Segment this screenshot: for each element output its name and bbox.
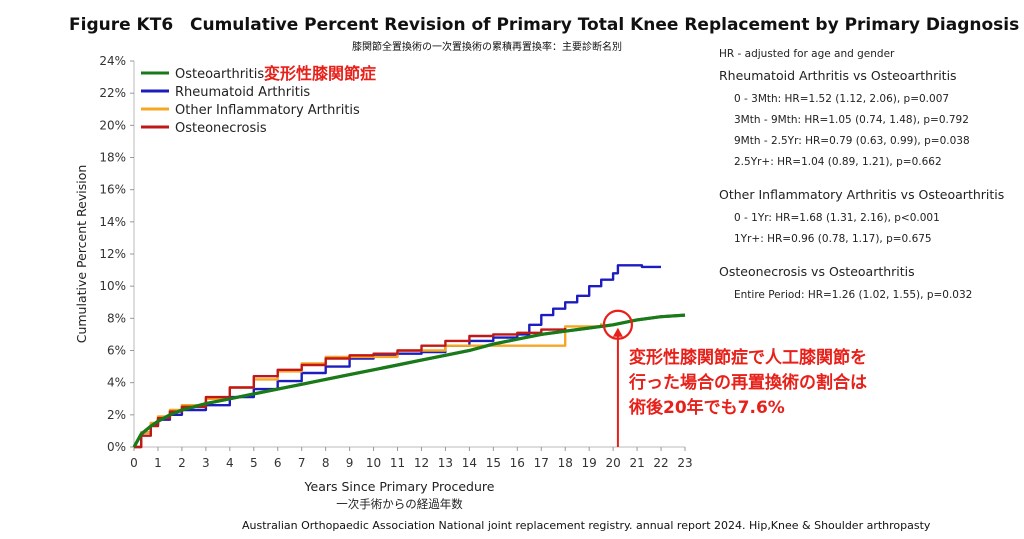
hr-row: 0 - 1Yr: HR=1.68 (1.31, 2.16), p<0.001	[734, 212, 940, 224]
x-tick-label: 1	[154, 456, 162, 470]
x-axis-label-ja: 一次手術からの経過年数	[336, 497, 463, 511]
callout-line: 術後20年でも7.6%	[629, 398, 785, 418]
hr-row: 1Yr+: HR=0.96 (0.78, 1.17), p=0.675	[734, 233, 932, 245]
x-tick-label: 22	[653, 456, 668, 470]
hr-row: 2.5Yr+: HR=1.04 (0.89, 1.21), p=0.662	[734, 156, 942, 168]
x-tick-label: 17	[534, 456, 549, 470]
callout-line: 変形性膝関節症で人工膝関節を	[629, 348, 867, 368]
y-tick-label: 18%	[99, 151, 126, 165]
x-tick-label: 7	[298, 456, 306, 470]
hr-group-title: Other Inflammatory Arthritis vs Osteoart…	[719, 187, 1005, 202]
y-tick-label: 12%	[99, 247, 126, 261]
x-tick-label: 6	[274, 456, 282, 470]
y-tick-label: 4%	[107, 376, 126, 390]
x-tick-label: 21	[629, 456, 644, 470]
chart-title: Cumulative Percent Revision of Primary T…	[190, 15, 1020, 35]
y-tick-label: 16%	[99, 183, 126, 197]
y-tick-label: 14%	[99, 215, 126, 229]
series-line-osteoarthritis-top	[132, 313, 686, 448]
series-line-osteonecrosis	[134, 328, 567, 449]
x-tick-label: 0	[130, 456, 138, 470]
x-tick-label: 10	[366, 456, 381, 470]
x-tick-label: 12	[414, 456, 429, 470]
y-tick-label: 20%	[99, 118, 126, 132]
x-tick-label: 20	[605, 456, 620, 470]
x-tick-label: 18	[558, 456, 573, 470]
hr-note: HR - adjusted for age and gender	[719, 48, 895, 60]
y-tick-label: 22%	[99, 86, 126, 100]
y-tick-label: 2%	[107, 408, 126, 422]
y-tick-label: 6%	[107, 344, 126, 358]
legend-label: Osteonecrosis	[175, 121, 267, 136]
citation: Australian Orthopaedic Association Natio…	[242, 519, 931, 532]
legend-label: Other Inflammatory Arthritis	[175, 103, 360, 118]
y-tick-label: 10%	[99, 279, 126, 293]
annotation-arrowhead	[612, 327, 623, 337]
x-tick-label: 19	[582, 456, 597, 470]
y-tick-label: 0%	[107, 440, 126, 454]
hr-row: 3Mth - 9Mth: HR=1.05 (0.74, 1.48), p=0.7…	[734, 114, 969, 126]
x-tick-label: 11	[390, 456, 405, 470]
legend-note-ja: 変形性膝関節症	[264, 64, 376, 83]
x-tick-label: 23	[677, 456, 692, 470]
hr-group-title: Rheumatoid Arthritis vs Osteoarthritis	[719, 68, 957, 83]
series-line-osteoarthritis	[132, 313, 686, 448]
x-tick-label: 4	[226, 456, 234, 470]
hr-row: 0 - 3Mth: HR=1.52 (1.12, 2.06), p=0.007	[734, 93, 950, 105]
hr-row: 9Mth - 2.5Yr: HR=0.79 (0.63, 0.99), p=0.…	[734, 135, 970, 147]
x-tick-label: 9	[346, 456, 354, 470]
x-tick-label: 14	[462, 456, 477, 470]
callout-text: 変形性膝関節症で人工膝関節を 行った場合の再置換術の割合は 術後20年でも7.6%	[629, 346, 867, 421]
x-tick-label: 5	[250, 456, 258, 470]
y-tick-label: 8%	[107, 311, 126, 325]
legend-label: Rheumatoid Arthritis	[175, 85, 310, 100]
series-line-other-inflammatory-arthritis	[134, 323, 603, 449]
x-tick-label: 8	[322, 456, 330, 470]
chart-subtitle-ja: 膝関節全置換術の一次置換術の累積再置換率：主要診断名別	[352, 42, 622, 53]
legend-label: Osteoarthritis	[175, 67, 264, 82]
figure-label: Figure KT6	[69, 15, 174, 35]
x-tick-label: 3	[202, 456, 210, 470]
x-axis-label: Years Since Primary Procedure	[304, 479, 495, 494]
hr-group-title: Osteonecrosis vs Osteoarthritis	[719, 264, 915, 279]
x-tick-label: 16	[510, 456, 525, 470]
x-tick-label: 2	[178, 456, 186, 470]
x-tick-label: 13	[438, 456, 453, 470]
y-axis-label: Cumulative Percent Revision	[74, 165, 89, 344]
callout-line: 行った場合の再置換術の割合は	[629, 373, 867, 393]
y-tick-label: 24%	[99, 54, 126, 68]
hr-row: Entire Period: HR=1.26 (1.02, 1.55), p=0…	[734, 289, 973, 301]
x-tick-label: 15	[486, 456, 501, 470]
hazard-ratio-panel: HR - adjusted for age and gender Rheumat…	[719, 48, 1019, 306]
